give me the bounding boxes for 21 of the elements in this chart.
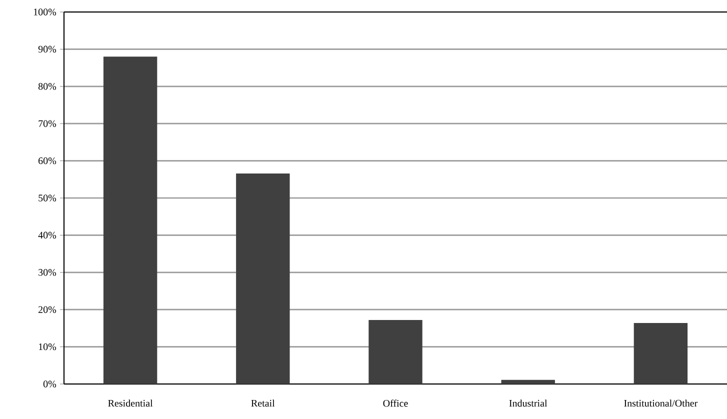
y-tick-label: 50% [38, 194, 56, 202]
x-tick-label: Institutional/Other [624, 400, 698, 407]
y-tick-label: 0% [43, 380, 56, 388]
x-tick-label: Residential [108, 400, 153, 407]
y-tick-label: 70% [38, 120, 56, 127]
y-tick-label: 60% [38, 157, 56, 164]
x-tick-label: Retail [251, 400, 275, 407]
y-tick-label: 10% [38, 343, 56, 350]
y-tick-label: 80% [38, 83, 56, 90]
bar [368, 320, 422, 384]
y-tick-label: 30% [38, 269, 56, 276]
y-tick-label: 40% [38, 232, 56, 239]
x-tick-label: Office [383, 400, 408, 407]
bar [236, 173, 290, 384]
y-tick-label: 20% [38, 306, 56, 313]
bar [103, 56, 158, 384]
bar [634, 322, 688, 384]
y-tick-label: 90% [38, 46, 56, 53]
bar [501, 380, 555, 384]
x-tick-label: Industrial [509, 400, 548, 407]
y-tick-label: 100% [34, 8, 56, 16]
